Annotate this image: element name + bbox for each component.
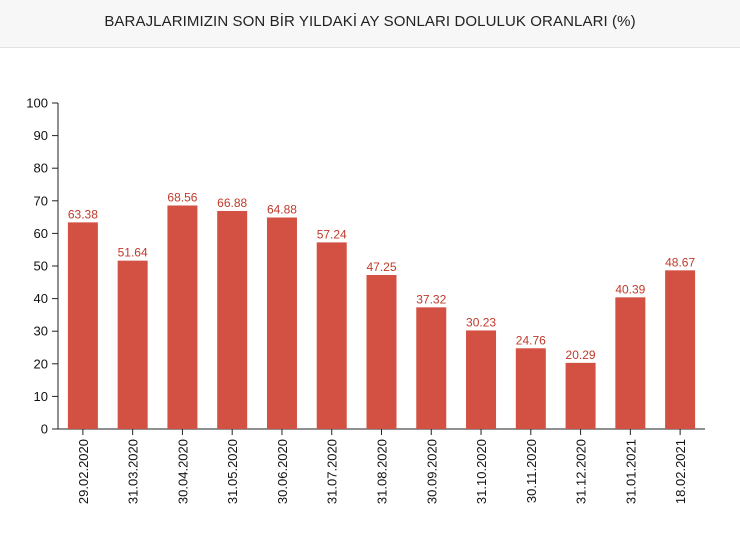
x-tick-label: 31.05.2020 xyxy=(225,439,240,504)
bar-value-label: 48.67 xyxy=(665,255,695,269)
chart-header: BARAJLARIMIZIN SON BİR YILDAKİ AY SONLAR… xyxy=(0,0,740,48)
x-tick-label: 30.06.2020 xyxy=(275,439,290,504)
bar xyxy=(266,217,297,429)
x-axis: 29.02.2020 31.03.2020 30.04.2020 31.05.2020… xyxy=(58,428,705,504)
y-tick-label: 50 xyxy=(34,259,48,274)
bar-value-label: 20.29 xyxy=(566,348,596,362)
x-tick-label: 31.07.2020 xyxy=(325,439,340,504)
x-tick-label: 30.11.2020 xyxy=(524,439,539,503)
y-tick-label: 100 xyxy=(26,96,48,111)
bar-value-label: 63.38 xyxy=(68,207,98,221)
bar-value-label: 51.64 xyxy=(118,246,148,260)
bar-value-label: 30.23 xyxy=(466,315,496,329)
x-tick-label: 18.02.2021 xyxy=(673,439,688,504)
x-tick-label: 29.02.2020 xyxy=(76,439,91,504)
y-tick-label: 20 xyxy=(34,356,48,371)
x-tick-label: 31.08.2020 xyxy=(375,439,390,504)
y-tick-label: 60 xyxy=(34,226,48,241)
y-tick-label: 0 xyxy=(41,422,48,437)
bar xyxy=(316,242,347,429)
bar-value-label: 66.88 xyxy=(217,196,247,210)
x-tick-label: 30.04.2020 xyxy=(175,439,190,504)
x-tick-label: 31.03.2020 xyxy=(126,439,141,504)
bar xyxy=(615,297,646,429)
y-tick-label: 90 xyxy=(34,128,48,143)
bar xyxy=(466,330,497,429)
chart-title: BARAJLARIMIZIN SON BİR YILDAKİ AY SONLAR… xyxy=(104,13,636,30)
bar xyxy=(565,362,596,429)
bar-value-label: 68.56 xyxy=(167,190,197,204)
bar-value-label: 47.25 xyxy=(366,260,396,274)
bar xyxy=(366,274,397,429)
y-axis: 0 10 20 30 40 50 60 70 80 90 100 xyxy=(26,96,59,437)
x-tick-label: 31.10.2020 xyxy=(474,439,489,504)
bar xyxy=(167,205,198,429)
y-tick-label: 80 xyxy=(34,161,48,176)
bars xyxy=(67,205,696,429)
y-tick-label: 40 xyxy=(34,291,48,306)
bar-value-label: 57.24 xyxy=(317,227,347,241)
bar xyxy=(67,222,98,429)
y-tick-label: 70 xyxy=(34,193,48,208)
data-labels: 63.38 51.64 68.56 66.88 64.88 57.24 47.25 37.32… xyxy=(68,190,696,361)
bar xyxy=(665,270,696,429)
bar-value-label: 24.76 xyxy=(516,333,546,347)
y-tick-label: 10 xyxy=(34,389,48,404)
bar xyxy=(217,210,248,429)
bar xyxy=(515,348,546,429)
bar-value-label: 40.39 xyxy=(615,282,645,296)
x-tick-label: 31.01.2021 xyxy=(623,439,638,504)
x-tick-label: 31.12.2020 xyxy=(574,439,589,504)
bar-value-label: 37.32 xyxy=(416,292,446,306)
bar xyxy=(117,260,148,429)
y-tick-label: 30 xyxy=(34,324,48,339)
x-tick-label: 30.09.2020 xyxy=(424,439,439,504)
bar xyxy=(416,307,447,429)
bar-value-label: 64.88 xyxy=(267,202,297,216)
